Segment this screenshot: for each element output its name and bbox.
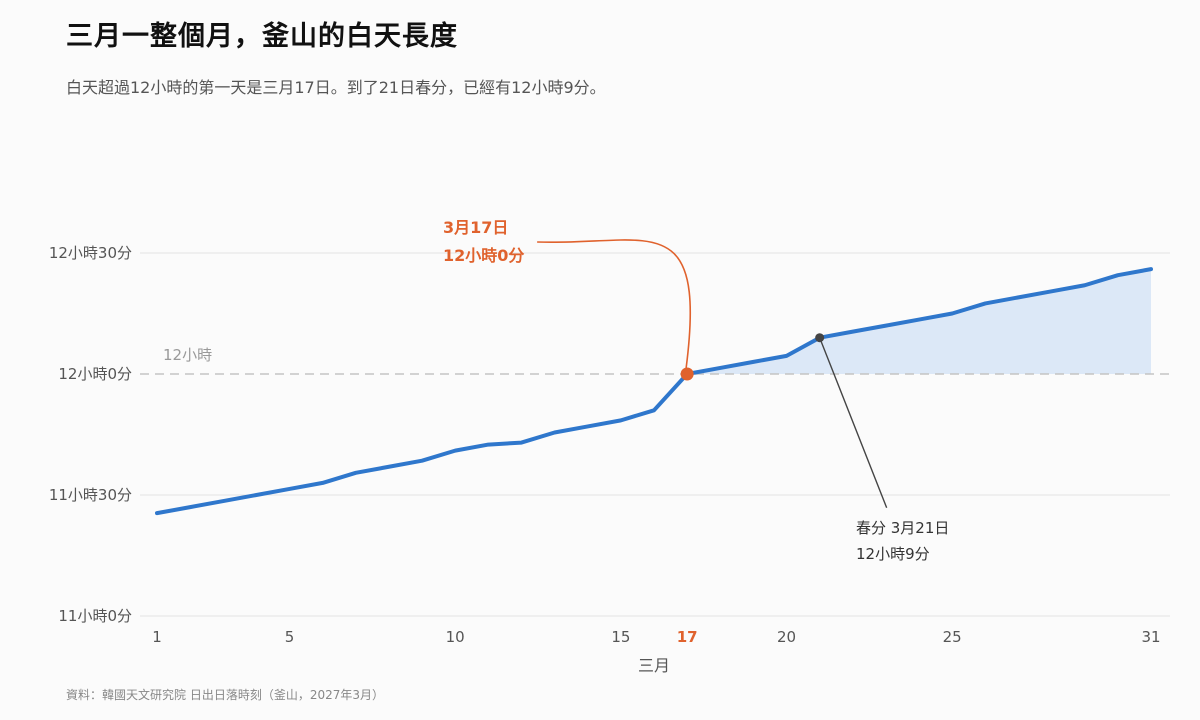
annotation-17-date: 3月17日 [443, 218, 508, 237]
y-tick-label: 12小時0分 [58, 365, 132, 383]
annotation-17-value: 12小時0分 [443, 246, 524, 265]
annotation-21-value: 12小時9分 [856, 545, 930, 563]
x-tick-label: 31 [1141, 628, 1160, 646]
annotation-17-connector [537, 239, 691, 369]
x-axis-title: 三月 [638, 656, 670, 675]
y-tick-label: 12小時30分 [49, 244, 132, 262]
marker-day-21 [815, 333, 825, 343]
x-tick-label: 1 [152, 628, 162, 646]
x-tick-label: 25 [943, 628, 962, 646]
y-tick-label: 11小時30分 [49, 486, 132, 504]
x-tick-label-highlight: 17 [677, 628, 698, 646]
annotation-21-connector [819, 337, 888, 508]
annotation-21-date: 春分 3月21日 [856, 519, 949, 537]
x-tick-label: 15 [611, 628, 630, 646]
x-tick-label: 20 [777, 628, 796, 646]
grid-layer [140, 252, 1170, 617]
reference-line-label: 12小時 [163, 346, 212, 364]
y-axis-ticks: 11小時0分 11小時30分 12小時0分 12小時30分 [49, 244, 132, 625]
y-tick-label: 11小時0分 [58, 607, 132, 625]
chart-subtitle: 白天超過12小時的第一天是三月17日。到了21日春分，已經有12小時9分。 [66, 78, 606, 97]
source-note: 資料：韓國天文研究院 日出日落時刻（釜山，2027年3月） [66, 688, 384, 702]
x-axis-ticks: 1 5 10 15 17 20 25 31 [152, 628, 1160, 646]
x-tick-label: 10 [446, 628, 465, 646]
marker-day-17 [680, 367, 694, 381]
x-tick-label: 5 [285, 628, 295, 646]
chart-title: 三月一整個月，釜山的白天長度 [66, 21, 458, 52]
daylight-line [155, 267, 1153, 516]
